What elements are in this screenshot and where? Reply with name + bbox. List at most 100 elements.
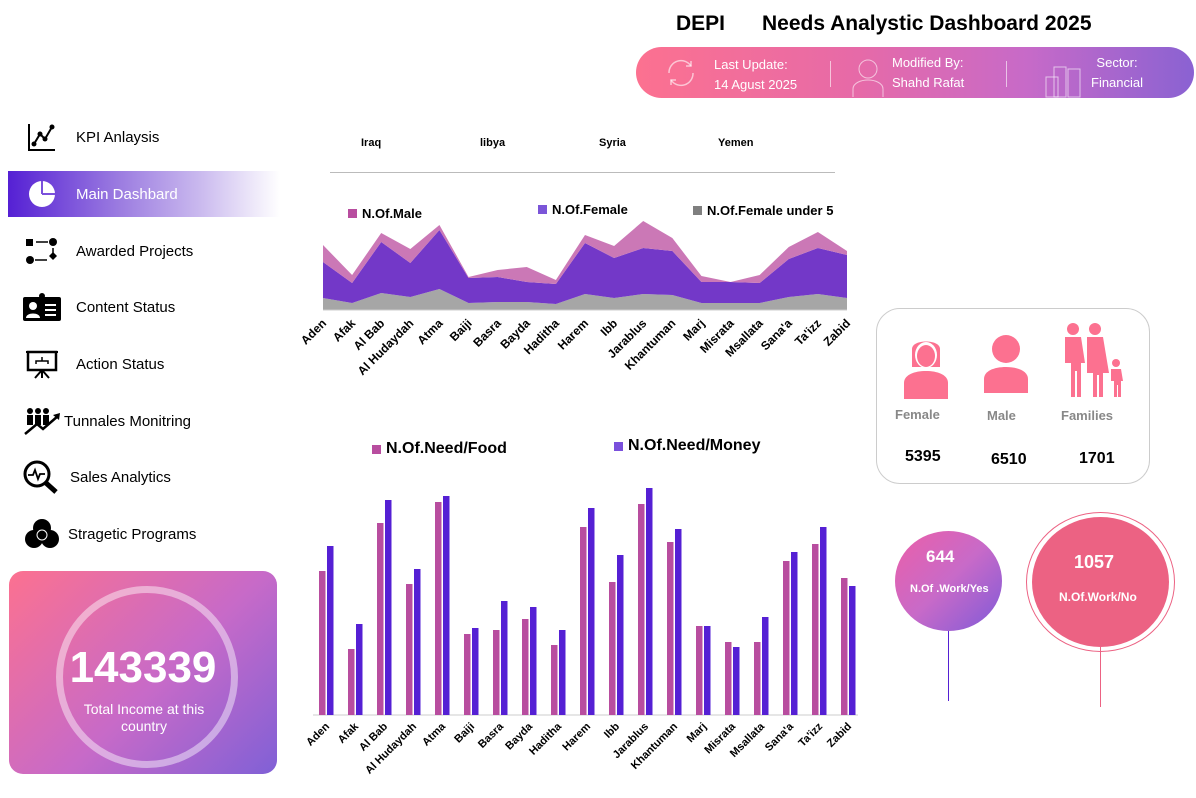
bar-food (319, 571, 326, 715)
last-update-value: 14 Agust 2025 (714, 77, 798, 92)
bar-money (849, 586, 856, 715)
male-icon (984, 335, 1028, 393)
id-card-icon (22, 290, 62, 324)
sidebar-item-awarded-projects[interactable]: Awarded Projects (8, 228, 280, 274)
x-tick-label: Aden (304, 720, 332, 748)
pie-chart-icon (22, 177, 62, 211)
total-income-label: Total Income at this country (83, 701, 205, 734)
legend-male: N.Of.Male (348, 206, 422, 221)
legend-swatch (614, 441, 623, 451)
slicer-item-iraq[interactable]: Iraq (361, 137, 382, 149)
info-bar: Last Update: 14 Agust 2025 Modified By: Sh… (636, 47, 1194, 98)
bar-money (530, 607, 537, 715)
families-label: Families (1061, 408, 1114, 423)
bar-food (435, 502, 442, 715)
divider (830, 61, 831, 87)
bar-food (638, 504, 645, 715)
legend-need-food: N.Of.Need/Food (372, 440, 507, 458)
sidebar-item-content-status[interactable]: Content Status (8, 284, 280, 330)
sidebar-item-label: KPI Anlaysis (76, 128, 160, 146)
legend-label: N.Of.Need/Money (628, 437, 761, 454)
sidebar-item-main-dashboard[interactable]: Main Dashbard (8, 171, 280, 217)
bar-money (762, 617, 769, 715)
female-icon (904, 341, 948, 399)
refresh-icon (668, 59, 694, 87)
bar-food (522, 619, 529, 715)
x-tick-label: Zabid (825, 721, 854, 750)
bar-money (385, 500, 392, 715)
work-yes-circle: 644 N.Of .Work/Yes (895, 531, 1002, 631)
bar-food (754, 642, 761, 715)
x-tick-label: Marj (685, 721, 709, 745)
presentation-board-icon (22, 347, 62, 381)
legend-female: N.Of.Female (538, 202, 628, 217)
bar-food (667, 542, 674, 715)
x-tick-label: Baiji (452, 721, 477, 746)
people-growth-icon (22, 404, 62, 438)
bar-food (783, 561, 790, 715)
bar-money (646, 488, 653, 715)
female-label: Female (895, 407, 940, 422)
sector-value: Financial (1091, 75, 1144, 90)
woman-avatar-icon (852, 59, 884, 97)
sidebar-item-tunnels-monitoring[interactable]: Tunnales Monitring (8, 398, 280, 444)
bar-food (841, 578, 848, 715)
x-tick-label: Basra (476, 720, 507, 751)
total-income-value: 143339 (69, 643, 217, 692)
bar-money (501, 601, 508, 715)
sidebar-item-sales-analytics[interactable]: Sales Analytics (8, 454, 280, 500)
demographics-card: Female Male Families 5395 6510 1701 (876, 308, 1150, 484)
bar-money (356, 624, 363, 715)
sector-label: Sector: (1096, 55, 1138, 70)
x-tick-label: Ta'izz (796, 720, 825, 749)
sidebar-item-kpi-analysis[interactable]: KPI Anlaysis (8, 114, 280, 160)
bar-food (609, 582, 616, 715)
legend-label: N.Of.Female (552, 202, 628, 217)
work-yes-stem (948, 631, 949, 701)
magnifier-pulse-icon (22, 460, 62, 494)
bar-food (377, 523, 384, 715)
workflow-icon (22, 234, 62, 268)
slicer-item-yemen[interactable]: Yemen (718, 137, 754, 149)
bar-money (675, 529, 682, 715)
bar-food (464, 634, 471, 715)
sidebar-item-label: Stragetic Programs (68, 525, 197, 543)
legend-swatch (538, 205, 547, 214)
sidebar-item-label: Content Status (76, 298, 176, 316)
brand-title: DEPI (676, 12, 726, 35)
sidebar-item-action-status[interactable]: Action Status (8, 341, 280, 387)
x-tick-label: Atma (420, 720, 449, 749)
legend-female-under-5: N.Of.Female under 5 (693, 203, 833, 218)
last-update-label: Last Update: (714, 57, 788, 72)
bar-food (551, 645, 558, 715)
total-income-card: 143339 Total Income at this country (9, 571, 277, 774)
sidebar-item-label: Sales Analytics (70, 468, 171, 486)
bar-money (617, 555, 624, 715)
legend-need-money: N.Of.Need/Money (614, 437, 760, 455)
sidebar-item-strategic-programs[interactable]: Stragetic Programs (8, 511, 280, 557)
venn-icon (22, 517, 62, 551)
bar-food (812, 544, 819, 715)
x-tick-label: Sana'a (763, 720, 797, 754)
line-chart-icon (22, 120, 62, 154)
sidebar-item-label: Action Status (76, 355, 165, 373)
bar-food (696, 626, 703, 715)
x-tick-label: Afak (336, 720, 362, 746)
bar-money (820, 527, 827, 715)
slicer-item-syria[interactable]: Syria (599, 137, 626, 149)
bar-money (443, 496, 450, 715)
legend-label: N.Of.Male (362, 206, 422, 221)
x-tick-label: Haditha (527, 720, 565, 758)
work-yes-label: N.Of .Work/Yes (910, 583, 989, 595)
sidebar-item-label: Tunnales Monitring (64, 412, 192, 430)
divider (1006, 61, 1007, 87)
bar-money (559, 630, 566, 715)
work-no-stem (1100, 647, 1101, 707)
legend-label: N.Of.Female under 5 (707, 203, 834, 218)
bar-money (791, 552, 798, 715)
modified-by-label: Modified By: (892, 55, 964, 70)
legend-swatch (372, 444, 381, 454)
modified-by-value: Shahd Rafat (892, 75, 965, 90)
slicer-item-libya[interactable]: libya (480, 137, 506, 149)
